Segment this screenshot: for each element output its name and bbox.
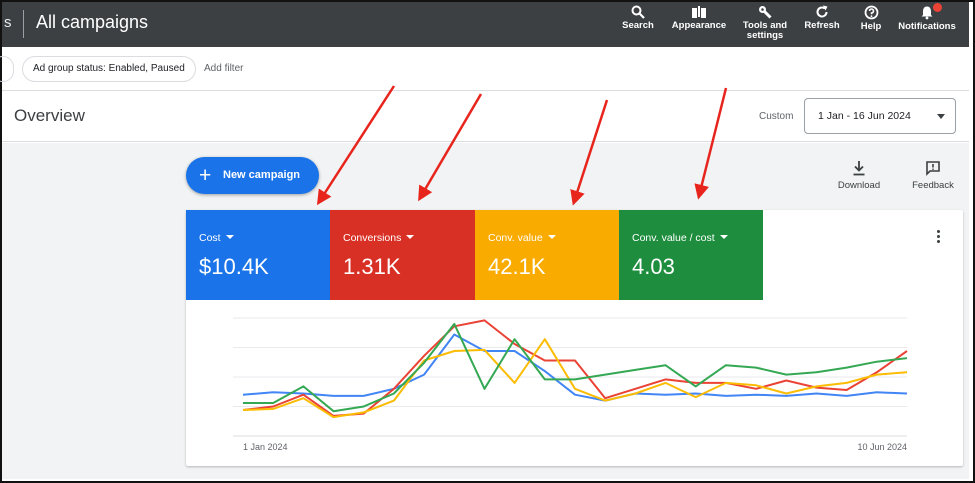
dropdown-arrow-icon xyxy=(406,235,415,239)
help-label: Help xyxy=(860,21,882,32)
feedback-label: Feedback xyxy=(912,180,954,191)
search-icon xyxy=(631,5,645,19)
performance-line-chart: 1 Jan 2024 10 Jun 2024 xyxy=(233,317,908,452)
metric-label-conv-value: Conv. value xyxy=(488,232,556,244)
metric-label-cost: Cost xyxy=(199,232,234,244)
metric-value-conv-value: 42.1K xyxy=(488,254,546,279)
filter-bar: Ad group status: Enabled, Paused Add fil… xyxy=(0,47,969,91)
more-options-icon[interactable] xyxy=(931,230,945,246)
notifications-button[interactable]: Notifications xyxy=(894,3,960,32)
metric-label-conv-value-cost: Conv. value / cost xyxy=(632,232,728,244)
dropdown-arrow-icon xyxy=(719,235,728,239)
new-campaign-label: New campaign xyxy=(223,169,301,181)
refresh-button[interactable]: Refresh xyxy=(800,5,844,31)
appearance-button[interactable]: Appearance xyxy=(668,5,730,31)
metric-value-conversions: 1.31K xyxy=(343,254,401,279)
appearance-label: Appearance xyxy=(671,20,727,31)
metric-value-conv-value-cost: 4.03 xyxy=(632,254,675,279)
series-line-1 xyxy=(242,319,908,417)
refresh-icon xyxy=(816,5,828,18)
bell-icon xyxy=(921,6,933,20)
tools-settings-label: Tools and settings xyxy=(742,20,788,41)
page-title: All campaigns xyxy=(36,12,149,32)
tools-settings-button[interactable]: Tools and settings xyxy=(738,5,792,41)
metric-tile-conversions[interactable]: Conversions 1.31K xyxy=(330,210,475,300)
search-button[interactable]: Search xyxy=(614,5,662,31)
filter-chip-partial[interactable] xyxy=(0,56,14,82)
notifications-label: Notifications xyxy=(898,21,956,32)
caret-down-icon xyxy=(937,114,945,119)
download-icon xyxy=(853,161,865,176)
x-tick-label-end: 10 Jun 2024 xyxy=(857,442,907,452)
top-bar: s All campaigns Search Appearance Tools … xyxy=(2,2,969,47)
x-tick-label-start: 1 Jan 2024 xyxy=(243,442,288,452)
notification-badge xyxy=(933,3,942,12)
help-icon xyxy=(864,5,878,20)
overview-title: Overview xyxy=(14,106,85,125)
date-range-selector[interactable]: 1 Jan - 16 Jun 2024 xyxy=(804,98,956,134)
metric-tile-conv-value[interactable]: Conv. value 42.1K xyxy=(475,210,619,300)
add-filter-link[interactable]: Add filter xyxy=(204,63,244,74)
date-range-type-label: Custom xyxy=(759,111,794,122)
feedback-icon xyxy=(926,161,940,176)
ad-group-status-filter-chip[interactable]: Ad group status: Enabled, Paused xyxy=(22,56,196,82)
download-button[interactable]: Download xyxy=(832,160,886,191)
metric-value-cost: $10.4K xyxy=(199,254,269,279)
wrench-icon xyxy=(759,6,772,19)
refresh-label: Refresh xyxy=(804,20,840,31)
dropdown-arrow-icon xyxy=(225,235,234,239)
new-campaign-button[interactable]: + New campaign xyxy=(186,157,319,194)
metric-label-conversions: Conversions xyxy=(343,232,415,244)
overview-header: Overview Custom 1 Jan - 16 Jun 2024 xyxy=(2,92,969,142)
download-label: Download xyxy=(837,180,881,191)
overview-card: Cost $10.4K Conversions 1.31K Conv. valu… xyxy=(186,210,963,466)
metric-tile-conv-value-cost[interactable]: Conv. value / cost 4.03 xyxy=(619,210,763,300)
plus-icon: + xyxy=(199,164,212,187)
search-label: Search xyxy=(622,20,654,31)
series-line-2 xyxy=(242,338,908,419)
feedback-button[interactable]: Feedback xyxy=(905,160,961,191)
header-edge-text: s xyxy=(4,14,12,31)
series-line-0 xyxy=(242,333,908,402)
appearance-icon xyxy=(692,5,706,18)
header-divider xyxy=(23,10,24,38)
dropdown-arrow-icon xyxy=(547,235,556,239)
help-button[interactable]: Help xyxy=(854,5,888,32)
date-range-value: 1 Jan - 16 Jun 2024 xyxy=(818,110,911,122)
series-line-3 xyxy=(243,322,908,413)
metric-tile-cost[interactable]: Cost $10.4K xyxy=(186,210,330,300)
